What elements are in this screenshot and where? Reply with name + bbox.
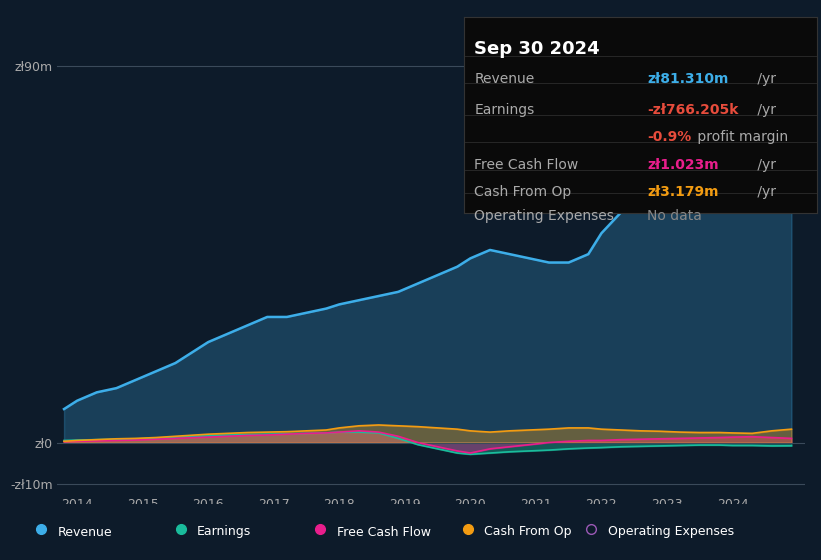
Text: Revenue: Revenue <box>57 525 112 539</box>
Text: /yr: /yr <box>754 72 777 86</box>
Text: Cash From Op: Cash From Op <box>475 185 571 199</box>
Text: Operating Expenses: Operating Expenses <box>475 209 614 223</box>
Text: zł81.310m: zł81.310m <box>648 72 729 86</box>
Text: Operating Expenses: Operating Expenses <box>608 525 734 539</box>
Text: Free Cash Flow: Free Cash Flow <box>337 525 430 539</box>
Text: zł3.179m: zł3.179m <box>648 185 719 199</box>
Text: Free Cash Flow: Free Cash Flow <box>475 158 579 172</box>
Text: /yr: /yr <box>754 185 777 199</box>
Text: Earnings: Earnings <box>197 525 251 539</box>
Text: /yr: /yr <box>754 158 777 172</box>
Text: profit margin: profit margin <box>693 130 788 144</box>
Text: zł1.023m: zł1.023m <box>648 158 719 172</box>
Text: No data: No data <box>648 209 702 223</box>
Text: Revenue: Revenue <box>475 72 534 86</box>
Text: /yr: /yr <box>754 103 777 117</box>
Text: -0.9%: -0.9% <box>648 130 691 144</box>
Text: Earnings: Earnings <box>475 103 534 117</box>
Text: Cash From Op: Cash From Op <box>484 525 572 539</box>
Text: Sep 30 2024: Sep 30 2024 <box>475 40 600 58</box>
Text: -zł766.205k: -zł766.205k <box>648 103 739 117</box>
